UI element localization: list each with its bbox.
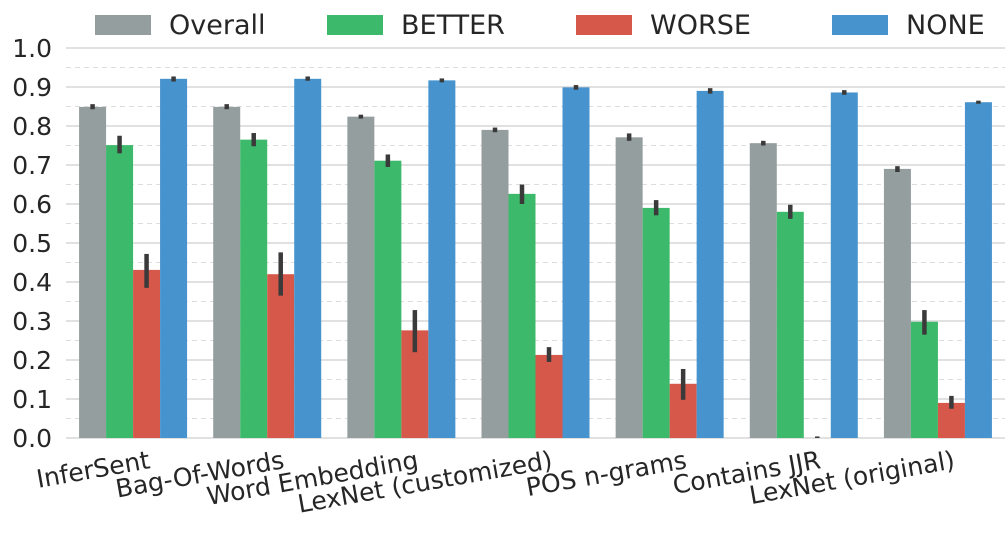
bar-none-4 <box>696 90 724 439</box>
bar-none-6 <box>964 102 992 439</box>
bar-overall-0 <box>79 106 107 438</box>
y-tick-label: 0.7 <box>12 151 52 180</box>
y-tick-label: 0.0 <box>12 424 52 453</box>
legend-item-overall: Overall <box>95 9 266 41</box>
legend-item-worse: WORSE <box>576 9 751 41</box>
bar-better-6 <box>910 321 938 438</box>
legend-swatch <box>95 15 151 35</box>
legend-swatch <box>576 15 632 35</box>
bar-overall-2 <box>347 116 375 438</box>
bar-worse-3 <box>535 354 563 438</box>
y-tick-label: 0.6 <box>12 190 52 219</box>
bar-better-2 <box>374 160 402 438</box>
bar-better-4 <box>642 207 670 438</box>
legend-swatch <box>327 15 383 35</box>
legend-label: WORSE <box>650 9 751 41</box>
y-tick-label: 0.4 <box>12 268 52 297</box>
y-tick-label: 0.5 <box>12 229 52 258</box>
legend-swatch <box>832 15 888 35</box>
y-tick-label: 0.1 <box>12 385 52 414</box>
bar-worse-1 <box>267 274 295 438</box>
legend-label: BETTER <box>401 9 505 41</box>
bar-none-1 <box>294 78 322 438</box>
bar-overall-5 <box>749 143 777 438</box>
bar-better-5 <box>776 211 804 438</box>
bar-none-2 <box>428 80 456 439</box>
y-tick-label: 0.2 <box>12 346 52 375</box>
legend-label: Overall <box>169 9 266 41</box>
y-tick-label: 1.0 <box>12 34 52 63</box>
bar-overall-4 <box>615 137 643 438</box>
legend-item-better: BETTER <box>327 9 505 41</box>
bar-none-5 <box>830 92 858 439</box>
bar-none-0 <box>160 78 188 438</box>
bar-better-1 <box>240 139 268 438</box>
y-tick-label: 0.3 <box>12 307 52 336</box>
legend-label: NONE <box>906 9 985 41</box>
legend-item-none: NONE <box>832 9 985 41</box>
bar-better-3 <box>508 193 536 438</box>
y-tick-label: 0.9 <box>12 73 52 102</box>
bar-overall-3 <box>481 129 509 438</box>
legend: Overall BETTER WORSE NONE <box>60 4 1007 44</box>
bar-none-3 <box>562 87 590 438</box>
bar-overall-6 <box>883 168 911 438</box>
bar-worse-0 <box>133 269 161 438</box>
bar-overall-1 <box>213 106 241 438</box>
bar-better-0 <box>106 145 134 439</box>
y-tick-label: 0.8 <box>12 112 52 141</box>
